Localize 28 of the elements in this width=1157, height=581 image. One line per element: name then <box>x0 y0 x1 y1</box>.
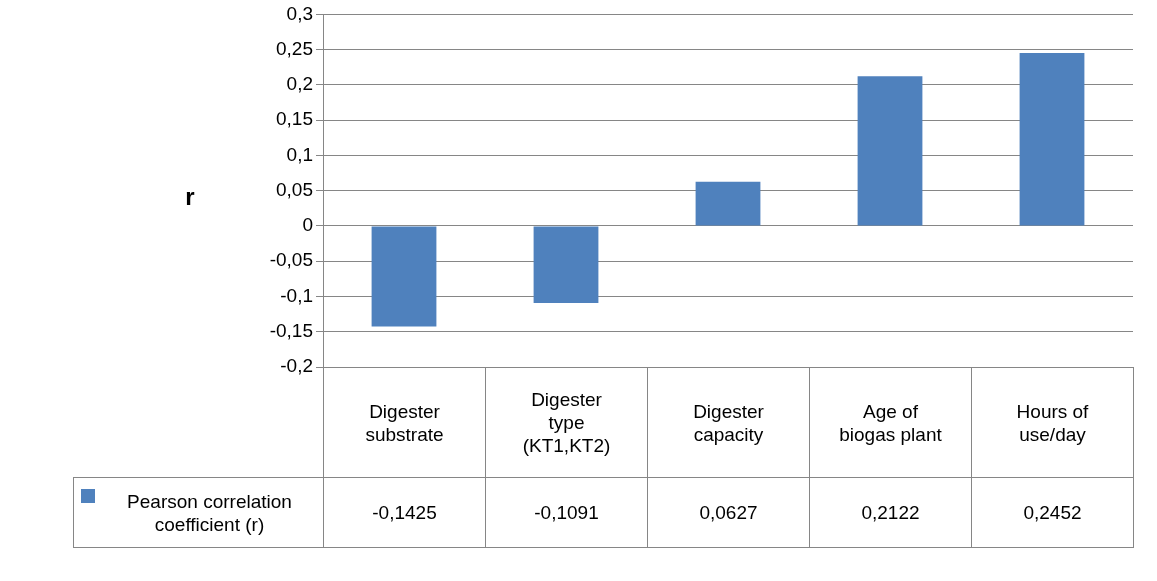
y-tick-label: 0,15 <box>276 108 313 130</box>
x-tick-label: Digester capacity <box>647 367 810 478</box>
bar <box>857 76 923 226</box>
x-tick-label: Digester substrate <box>323 367 486 478</box>
bar <box>533 226 599 303</box>
data-label: 0,2452 <box>971 477 1134 548</box>
legend-label: Pearson correlation coefficient (r) <box>73 477 324 548</box>
bar <box>1019 53 1085 226</box>
y-tick-label: -0,05 <box>269 249 313 271</box>
x-tick-label: Hours of use/day <box>971 367 1134 478</box>
x-tick-label: Age of biogas plant <box>809 367 972 478</box>
bar <box>695 181 761 226</box>
data-label: 0,2122 <box>809 477 972 548</box>
bar <box>371 226 437 327</box>
x-tick-label: Digester type (KT1,KT2) <box>485 367 648 478</box>
y-tick-label: -0,1 <box>280 284 313 306</box>
y-tick-label: 0,05 <box>276 178 313 200</box>
data-label: -0,1091 <box>485 477 648 548</box>
y-tick-label: -0,15 <box>269 319 313 341</box>
data-label: 0,0627 <box>647 477 810 548</box>
data-label: -0,1425 <box>323 477 486 548</box>
y-tick-label: -0,2 <box>280 355 313 377</box>
y-tick-label: 0,2 <box>286 73 313 95</box>
y-tick-label: 0,3 <box>286 2 313 24</box>
y-tick-label: 0,1 <box>286 143 313 165</box>
y-tick-label: 0 <box>302 214 313 236</box>
y-tick-label: 0,25 <box>276 37 313 59</box>
y-axis-title: r <box>185 183 195 211</box>
